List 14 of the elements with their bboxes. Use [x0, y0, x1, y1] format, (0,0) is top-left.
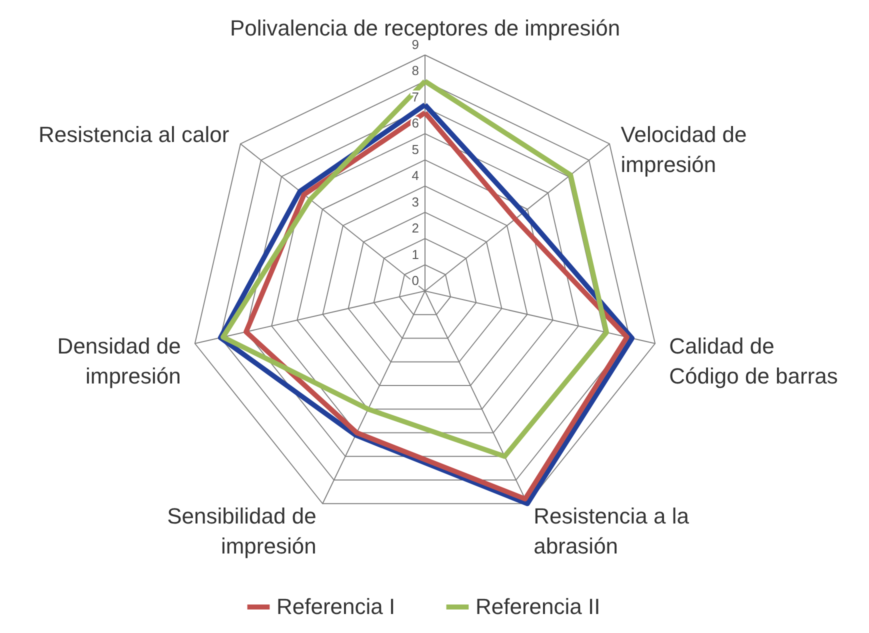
y-tick-label: 5: [412, 142, 419, 157]
y-tick-label: 3: [412, 194, 419, 210]
spoke-label: Resistencia al calor: [38, 122, 230, 147]
spoke-label: Sensibilidad de impresión: [167, 504, 316, 559]
spoke-label: Calidad de Código de barras: [669, 334, 838, 389]
y-tick-label: 8: [412, 63, 419, 78]
legend-label: Referencia I: [276, 594, 396, 619]
y-tick-label: 2: [412, 220, 419, 236]
y-tick-label: 1: [412, 246, 419, 262]
spoke-label: Resistencia a la abrasión: [534, 504, 690, 559]
legend-label: Referencia II: [476, 594, 600, 619]
spoke-label: Velocidad de impresión: [620, 122, 747, 177]
spoke-label: Densidad de impresión: [57, 334, 181, 389]
y-tick-label: 4: [412, 168, 419, 184]
